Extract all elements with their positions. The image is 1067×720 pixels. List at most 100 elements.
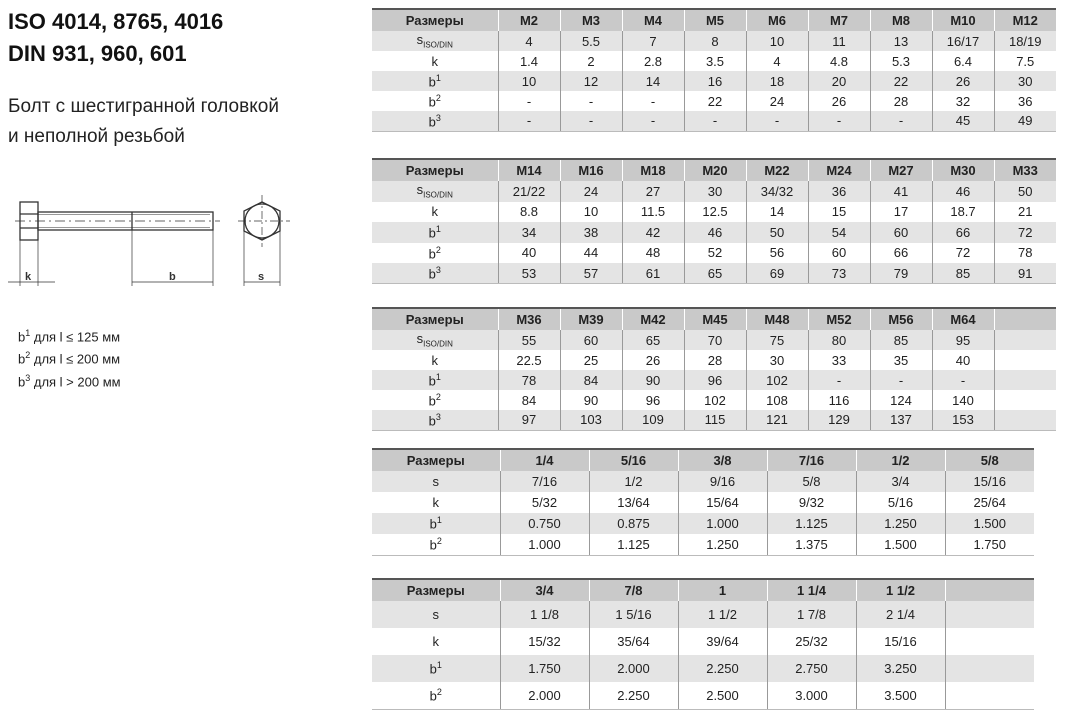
table-cell: 1.000 <box>499 534 589 556</box>
table-cell: 97 <box>497 410 560 431</box>
table-cell: 1.125 <box>588 534 678 556</box>
table-row: b2 84 90 96 102 108 116 124 140 <box>372 390 1056 410</box>
column-header: M12 <box>993 8 1056 31</box>
table-row: b1 78 84 90 96 102- - - <box>372 370 1056 390</box>
table-cell: 78 <box>497 370 560 390</box>
table-cell: - <box>621 91 684 111</box>
table-cell: 1.125 <box>766 513 856 534</box>
table-cell: 22.5 <box>497 350 560 370</box>
row-label: k <box>431 53 439 69</box>
column-header: 1/2 <box>855 448 945 471</box>
table-cell: - <box>869 111 932 132</box>
table-cell: 91 <box>993 263 1056 284</box>
thread-length-notes: b1 для l ≤ 125 мм b2 для l ≤ 200 мм b3 д… <box>18 324 121 391</box>
row-label: b1 <box>372 370 498 390</box>
table-cell: 2.250 <box>677 655 767 682</box>
table-cell: 20 <box>807 71 870 91</box>
table-cell: 103 <box>559 410 622 431</box>
table-cell: 3.250 <box>855 655 945 682</box>
table-cell: 1 5/16 <box>588 601 678 628</box>
table-cell: 46 <box>683 222 746 243</box>
table-cell: 15/64 <box>677 492 767 513</box>
table-cell: 2.250 <box>588 682 678 710</box>
column-header: M48 <box>745 307 808 330</box>
table-cell: 3.500 <box>855 682 945 710</box>
table-cell: 57 <box>559 263 622 284</box>
table-cell: 48 <box>621 242 684 263</box>
row-label: b2 <box>372 534 500 556</box>
table-cell: 129 <box>807 410 870 431</box>
product-description: Болт с шестигранной головкой и неполной … <box>8 92 279 152</box>
table-cell: 2.000 <box>499 682 589 710</box>
table-cell: 4 <box>497 31 560 51</box>
row-label: b1 <box>372 71 498 91</box>
table-cell: 15/16 <box>855 628 945 655</box>
table-cell: 2.500 <box>677 682 767 710</box>
table-cell: 30 <box>745 350 808 370</box>
table-cell: 16 <box>683 71 746 91</box>
row-label: b3 <box>372 111 498 132</box>
table-cell: 7/16 <box>499 471 589 492</box>
table-row: k 8.8 10 11.5 12.5 14 15 17 18.7 21 <box>372 201 1056 222</box>
dimension-s-label: s <box>258 271 264 283</box>
table-cell: 14 <box>745 201 808 222</box>
table-cell <box>993 410 1056 431</box>
table-cell: 90 <box>621 370 684 390</box>
table-cell: 26 <box>931 71 994 91</box>
table-cell <box>993 330 1056 350</box>
dimension-b-label: b <box>169 271 176 283</box>
column-header: M52 <box>807 307 870 330</box>
title-iso: ISO 4014, 8765, 4016 <box>8 9 224 34</box>
table-cell: 116 <box>807 390 870 410</box>
header-label: Размеры <box>372 8 498 31</box>
table-cell: - <box>931 370 994 390</box>
table-cell: 1.000 <box>677 513 767 534</box>
table-cell: 2 1/4 <box>855 601 945 628</box>
table-cell: 14 <box>621 71 684 91</box>
table-cell: - <box>559 111 622 132</box>
table-cell: 2 <box>559 51 622 71</box>
table-cell: 1.375 <box>766 534 856 556</box>
column-header: 1 <box>677 578 767 601</box>
table-cell: 66 <box>931 222 994 243</box>
row-label: k <box>431 204 439 220</box>
table-cell: 27 <box>621 181 684 202</box>
table-cell: - <box>807 111 870 132</box>
table-cell: 28 <box>869 91 932 111</box>
table-cell: 5.3 <box>869 51 932 71</box>
table-cell: - <box>497 111 560 132</box>
note-b2: b2 для l ≤ 200 мм <box>18 350 121 367</box>
table-cell: 53 <box>497 263 560 284</box>
table-cell <box>944 655 1034 682</box>
column-header: M4 <box>621 8 684 31</box>
table-cell: 8 <box>683 31 746 51</box>
table-row: b2 2.000 2.250 2.500 3.000 3.500 <box>372 682 1034 710</box>
title-din: DIN 931, 960, 601 <box>8 41 187 66</box>
column-header: M22 <box>745 158 808 181</box>
row-label: k <box>432 634 440 649</box>
table-cell: 17 <box>869 201 932 222</box>
table-cell: 61 <box>621 263 684 284</box>
table-cell: 22 <box>683 91 746 111</box>
table-cell <box>993 390 1056 410</box>
table-row: sISO/DIN 21/22 24 27 30 34/32 36 41 46 50 <box>372 181 1056 202</box>
table-cell: 12 <box>559 71 622 91</box>
table-row: b3 53 57 61 65 69 73 79 85 91 <box>372 263 1056 284</box>
table-cell: 11.5 <box>621 201 684 222</box>
table-row: s 7/16 1/2 9/16 5/8 3/4 15/16 <box>372 471 1034 492</box>
table-cell: - <box>807 370 870 390</box>
table-cell: - <box>497 91 560 111</box>
row-label: s <box>372 471 500 492</box>
table-cell: 49 <box>993 111 1056 132</box>
table-cell: 70 <box>683 330 746 350</box>
table-cell: 18 <box>745 71 808 91</box>
description-line-1: Болт с шестигранной головкой <box>8 96 279 117</box>
table-cell: 1.250 <box>855 513 945 534</box>
table-cell: 109 <box>621 410 684 431</box>
row-label: b2 <box>428 92 441 110</box>
table-cell: 44 <box>559 242 622 263</box>
table-row: b2 40 44 48 52 56 60 66 72 78 <box>372 242 1056 263</box>
row-label: b1 <box>372 655 500 682</box>
table-cell: 18.7 <box>931 201 994 222</box>
